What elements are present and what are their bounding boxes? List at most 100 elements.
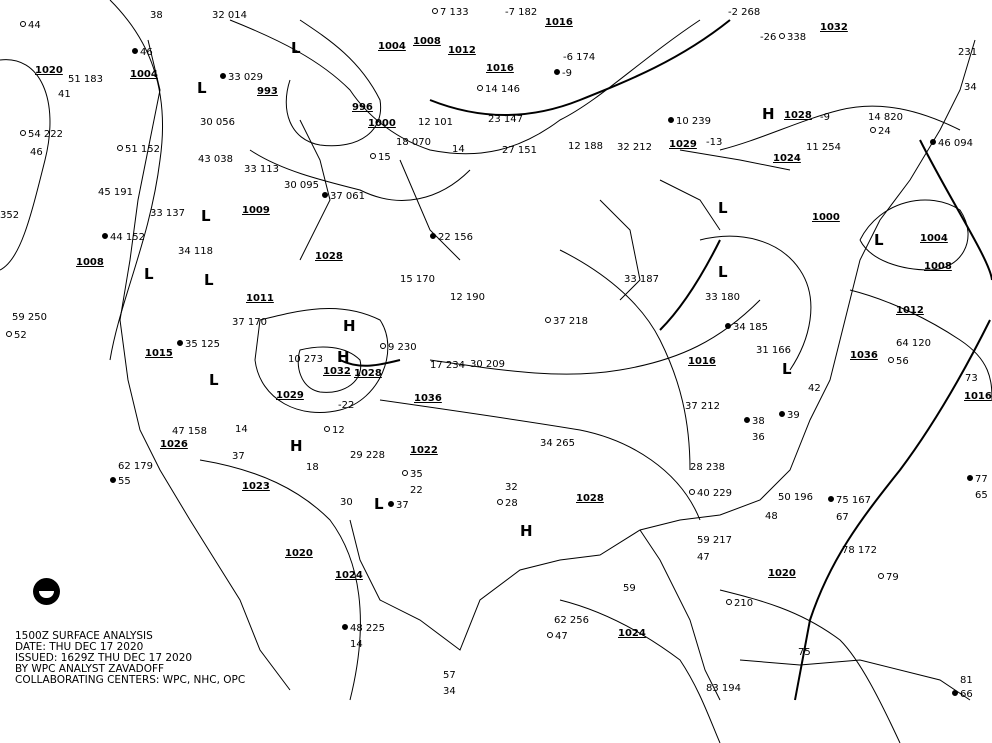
- station-value: 17 234: [430, 360, 465, 371]
- isobar-label: 1028: [315, 251, 343, 262]
- station-value: 32 014: [212, 10, 247, 21]
- low-pressure-center: L: [204, 271, 214, 289]
- high-pressure-center: H: [290, 437, 303, 455]
- isobar-label: 1020: [285, 548, 313, 559]
- isobar-label: 1008: [76, 257, 104, 268]
- station-value: 28 238: [690, 462, 725, 473]
- station-value: 10 239: [676, 116, 711, 127]
- station-value: 38: [752, 416, 765, 427]
- station-value: 34 118: [178, 246, 213, 257]
- station-value: -7 182: [505, 7, 537, 18]
- station-value: 59 217: [697, 535, 732, 546]
- station-value: 10 273: [288, 354, 323, 365]
- station-marker: [430, 233, 436, 239]
- station-value: 54 222: [28, 129, 63, 140]
- station-value: 27 151: [502, 145, 537, 156]
- station-value: 50 196: [778, 492, 813, 503]
- station-marker: [20, 130, 26, 136]
- station-marker: [402, 470, 408, 476]
- station-value: 22 156: [438, 232, 473, 243]
- station-value: 12: [332, 425, 345, 436]
- station-value: 59 250: [12, 312, 47, 323]
- station-marker: [432, 8, 438, 14]
- station-value: 12 188: [568, 141, 603, 152]
- station-marker: [370, 153, 376, 159]
- station-value: 57: [443, 670, 456, 681]
- station-marker: [888, 357, 894, 363]
- station-marker: [744, 417, 750, 423]
- station-value: 14: [235, 424, 248, 435]
- station-marker: [497, 499, 503, 505]
- station-value: 37: [232, 451, 245, 462]
- high-pressure-center: H: [520, 522, 533, 540]
- station-value: 14 820: [868, 112, 903, 123]
- station-marker: [547, 632, 553, 638]
- station-value: 56: [896, 356, 909, 367]
- high-pressure-center: H: [337, 348, 350, 366]
- station-value: 34 265: [540, 438, 575, 449]
- station-value: 28: [505, 498, 518, 509]
- low-pressure-center: L: [374, 495, 384, 513]
- station-value: -13: [706, 137, 722, 148]
- station-value: 14: [350, 639, 363, 650]
- station-marker: [779, 33, 785, 39]
- low-pressure-center: L: [718, 263, 728, 281]
- isobar-label: 1036: [850, 350, 878, 361]
- isobar-label: 1029: [276, 390, 304, 401]
- station-marker: [545, 317, 551, 323]
- station-value: -26: [760, 32, 776, 43]
- pressure-labels: 1020 1004 993 1004 1008 1012 1016 1016 1000 996 10…: [35, 17, 992, 639]
- low-pressure-center: L: [201, 207, 211, 225]
- station-value: 43 038: [198, 154, 233, 165]
- station-value: 31 166: [756, 345, 791, 356]
- station-value: 40 229: [697, 488, 732, 499]
- station-value: 75: [798, 647, 811, 658]
- station-value: 18 070: [396, 137, 431, 148]
- station-value: 78 172: [842, 545, 877, 556]
- station-value: 64 120: [896, 338, 931, 349]
- station-marker: [380, 343, 386, 349]
- isobar-label: 1026: [160, 439, 188, 450]
- isobar-label: 1020: [768, 568, 796, 579]
- station-marker: [477, 85, 483, 91]
- station-value: 231: [958, 47, 977, 58]
- station-value: 15: [378, 152, 391, 163]
- isobar-label: 1023: [242, 481, 270, 492]
- station-value: 81: [960, 675, 973, 686]
- station-value: -22: [338, 400, 354, 411]
- station-value: 77: [975, 474, 988, 485]
- isobar-label: 1012: [448, 45, 476, 56]
- station-marker: [6, 331, 12, 337]
- isobar-label: 1020: [35, 65, 63, 76]
- isobar-label: 1008: [413, 36, 441, 47]
- station-value: 37 218: [553, 316, 588, 327]
- station-value: 36: [752, 432, 765, 443]
- station-value: 55: [118, 476, 131, 487]
- isobar-label: 1004: [920, 233, 948, 244]
- station-value: 33 029: [228, 72, 263, 83]
- station-value: 42: [808, 383, 821, 394]
- low-pressure-center: L: [782, 360, 792, 378]
- isobar-label: 1029: [669, 139, 697, 150]
- isobar-label: 1024: [618, 628, 646, 639]
- station-marker: [668, 117, 674, 123]
- station-value: -9: [562, 68, 572, 79]
- station-value: 37: [396, 500, 409, 511]
- station-marker: [554, 69, 560, 75]
- station-value: 62 256: [554, 615, 589, 626]
- station-marker: [689, 489, 695, 495]
- caption-issued: ISSUED: 1629Z THU DEC 17 2020: [15, 652, 193, 664]
- isobar-label: 1000: [812, 212, 840, 223]
- station-value: -9: [820, 112, 830, 123]
- station-value: 30 056: [200, 117, 235, 128]
- station-value: 46 094: [938, 138, 973, 149]
- station-marker: [110, 477, 116, 483]
- station-value: 9 230: [388, 342, 417, 353]
- station-value: 33 137: [150, 208, 185, 219]
- station-marker: [177, 340, 183, 346]
- station-value: 29 228: [350, 450, 385, 461]
- isobar-label: 1032: [820, 22, 848, 33]
- station-value: 66: [960, 689, 973, 700]
- station-value: 46: [140, 47, 153, 58]
- station-value: 23 147: [488, 114, 523, 125]
